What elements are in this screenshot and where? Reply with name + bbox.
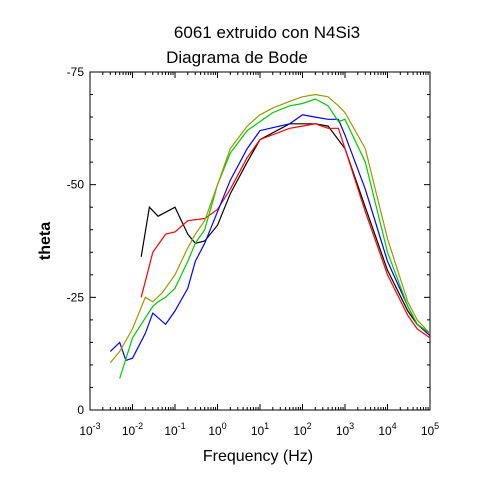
x-axis-label: Frequency (Hz)	[203, 448, 313, 465]
y-axis-label: theta	[37, 222, 54, 260]
series-line-5	[109, 93, 431, 364]
y-tick-label: -50	[67, 178, 85, 192]
x-axis-ticks: 10-3 10-2 10-1 100 101 102 103 104 105	[79, 72, 439, 438]
x-tick-label: 105	[421, 421, 439, 438]
series-line-2	[140, 123, 431, 339]
y-axis-ticks: -75 -50 -25 0	[67, 65, 430, 417]
chart-title: 6061 extruido con N4Si3	[174, 23, 360, 42]
y-tick-label: -25	[67, 290, 85, 304]
x-tick-label: 102	[293, 421, 311, 438]
y-tick-label: -75	[67, 65, 85, 79]
x-tick-label: 101	[251, 421, 269, 438]
x-tick-label: 10-2	[122, 421, 143, 438]
chart-subtitle: Diagrama de Bode	[166, 48, 308, 67]
x-tick-label: 10-3	[79, 421, 100, 438]
x-tick-label: 104	[378, 421, 396, 438]
plot-frame	[89, 71, 431, 411]
series-line-4	[119, 98, 431, 379]
y-tick-label: 0	[77, 403, 84, 417]
series-layer	[109, 93, 431, 379]
x-tick-label: 10-1	[164, 421, 185, 438]
x-tick-label: 103	[336, 421, 354, 438]
x-tick-label: 100	[208, 421, 226, 438]
series-line-3	[109, 114, 431, 362]
series-line-1	[140, 123, 431, 334]
